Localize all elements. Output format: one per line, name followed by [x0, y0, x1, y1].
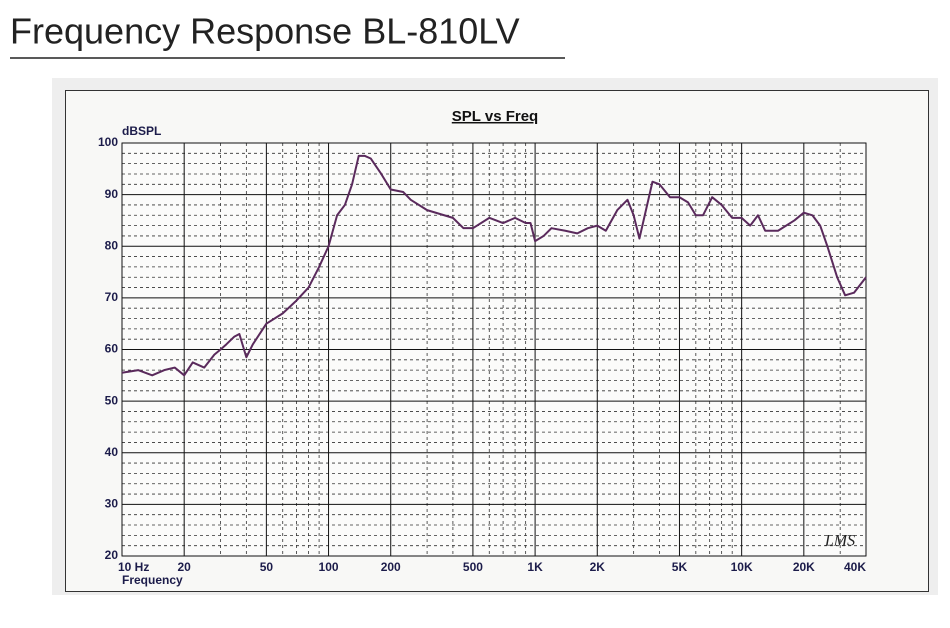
- y-tick-label: 80: [105, 238, 119, 252]
- x-tick-label: 100: [319, 560, 339, 574]
- x-tick-label: 50: [260, 560, 274, 574]
- x-tick-label: 200: [381, 560, 401, 574]
- x-tick-label: 20: [177, 560, 191, 574]
- x-tick-label: 40K: [844, 560, 866, 574]
- x-tick-label: 5K: [672, 560, 688, 574]
- y-tick-label: 40: [105, 445, 119, 459]
- x-tick-label: 1K: [527, 560, 543, 574]
- x-tick-label: 10K: [731, 560, 753, 574]
- y-tick-label: 100: [98, 135, 118, 149]
- x-tick-label: 20K: [793, 560, 815, 574]
- x-tick-label: 2K: [590, 560, 606, 574]
- y-tick-label: 60: [105, 342, 119, 356]
- x-tick-label: 500: [463, 560, 483, 574]
- x-axis-label: Frequency: [122, 573, 183, 587]
- x-tick-label: 10 Hz: [118, 560, 149, 574]
- y-tick-label: 30: [105, 497, 119, 511]
- chart-title: SPL vs Freq: [452, 108, 538, 125]
- y-tick-label: 70: [105, 290, 119, 304]
- page-title: Frequency Response BL-810LV: [10, 11, 520, 52]
- y-tick-label: 20: [105, 548, 119, 562]
- y-axis-label: dBSPL: [122, 124, 161, 138]
- y-tick-label: 50: [105, 393, 119, 407]
- frequency-response-line: [121, 154, 867, 377]
- y-tick-label: 90: [105, 187, 119, 201]
